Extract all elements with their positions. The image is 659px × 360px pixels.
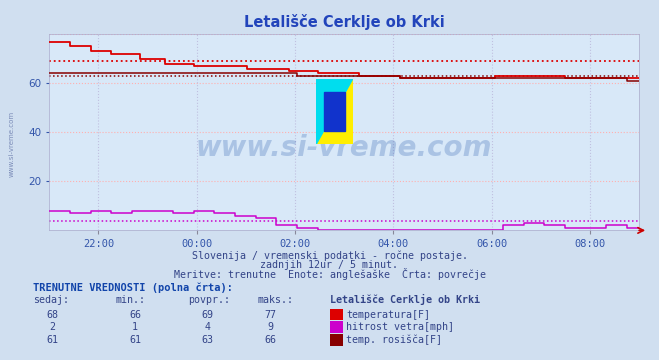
Text: povpr.:: povpr.: — [188, 295, 230, 305]
Text: 1: 1 — [132, 322, 138, 332]
Text: 69: 69 — [202, 310, 214, 320]
Text: 68: 68 — [47, 310, 59, 320]
Text: 9: 9 — [267, 322, 273, 332]
Text: 63: 63 — [202, 335, 214, 345]
Text: zadnjih 12ur / 5 minut.: zadnjih 12ur / 5 minut. — [260, 260, 399, 270]
Text: 61: 61 — [47, 335, 59, 345]
Polygon shape — [316, 79, 353, 144]
Text: sedaj:: sedaj: — [33, 295, 69, 305]
Text: temp. rosišča[F]: temp. rosišča[F] — [346, 334, 442, 345]
Text: min.:: min.: — [115, 295, 146, 305]
Polygon shape — [316, 79, 353, 144]
Text: temperatura[F]: temperatura[F] — [346, 310, 430, 320]
Text: Slovenija / vremenski podatki - ročne postaje.: Slovenija / vremenski podatki - ročne po… — [192, 251, 467, 261]
Text: 66: 66 — [129, 310, 141, 320]
Text: www.si-vreme.com: www.si-vreme.com — [196, 134, 492, 162]
Text: maks.:: maks.: — [257, 295, 293, 305]
Text: 61: 61 — [129, 335, 141, 345]
Text: Letališče Cerklje ob Krki: Letališče Cerklje ob Krki — [330, 294, 480, 305]
Text: hitrost vetra[mph]: hitrost vetra[mph] — [346, 322, 454, 332]
Text: 4: 4 — [204, 322, 211, 332]
Text: 66: 66 — [264, 335, 276, 345]
Polygon shape — [324, 92, 345, 131]
Text: 77: 77 — [264, 310, 276, 320]
Text: 2: 2 — [49, 322, 56, 332]
Text: www.si-vreme.com: www.si-vreme.com — [9, 111, 14, 177]
Text: TRENUTNE VREDNOSTI (polna črta):: TRENUTNE VREDNOSTI (polna črta): — [33, 282, 233, 293]
Text: Meritve: trenutne  Enote: anglešaške  Črta: povrečje: Meritve: trenutne Enote: anglešaške Črta… — [173, 268, 486, 280]
Title: Letališče Cerklje ob Krki: Letališče Cerklje ob Krki — [244, 14, 445, 30]
